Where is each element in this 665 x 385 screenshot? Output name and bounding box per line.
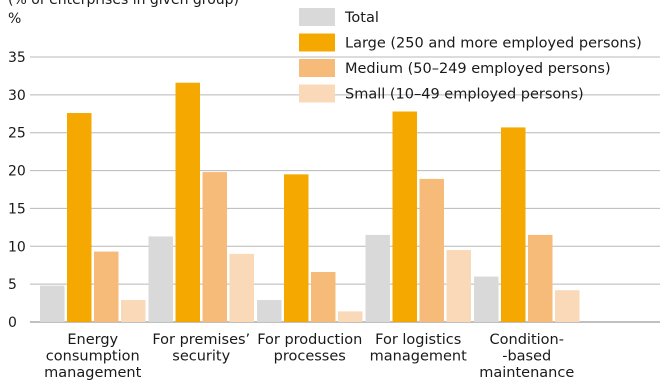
legend-swatch (299, 33, 335, 52)
x-category-label: For logistics (375, 332, 461, 348)
bar (148, 236, 173, 322)
y-tick-label: 15 (8, 201, 26, 217)
legend-swatch (299, 84, 335, 103)
legend: Total Large (250 and more employed person… (299, 8, 642, 103)
bar (365, 234, 390, 322)
legend-label: Small (10–49 employed persons) (345, 87, 584, 103)
legend-label: Total (344, 10, 379, 26)
y-tick-label: 10 (8, 239, 26, 255)
x-category-label: For premises’ (152, 332, 250, 348)
y-axis-unit-label: % (8, 11, 21, 27)
x-category-label: Energy (67, 332, 118, 348)
x-category-label: maintenance (479, 365, 574, 381)
y-tick-label: 30 (8, 88, 26, 104)
bar (202, 172, 227, 322)
x-category-label: consumption (46, 349, 140, 365)
y-tick-label: 5 (8, 277, 17, 293)
bar (501, 127, 526, 323)
y-tick-label: 20 (8, 164, 26, 180)
x-category-label: management (44, 365, 141, 381)
chart-title: (% of enterprises in given group) (8, 0, 239, 8)
y-tick-label: 25 (8, 126, 26, 142)
bar (419, 178, 444, 322)
bar (94, 251, 119, 322)
bars-layer (40, 82, 580, 323)
x-category-label: -based (502, 349, 551, 365)
bar (67, 113, 92, 323)
x-category-label: For production (257, 332, 362, 348)
bar (175, 82, 200, 322)
y-axis-ticks: 0 5 10 15 20 25 30 35 (8, 50, 26, 331)
bar (40, 285, 65, 322)
x-category-label: Condition- (490, 332, 564, 348)
bar (338, 311, 363, 322)
bar (229, 253, 254, 322)
bar (528, 234, 553, 322)
legend-label: Medium (50–249 employed persons) (345, 61, 611, 77)
bar (311, 272, 336, 322)
legend-swatch (299, 59, 335, 77)
legend-swatch (299, 8, 335, 26)
bar (257, 300, 282, 322)
bar (555, 290, 580, 322)
bar (284, 174, 309, 322)
y-tick-label: 35 (8, 50, 26, 66)
bar (474, 276, 499, 322)
x-category-label: management (370, 349, 467, 365)
legend-label: Large (250 and more employed persons) (345, 36, 642, 52)
bar (446, 250, 471, 322)
bar (392, 111, 417, 322)
x-category-label: security (172, 349, 230, 365)
y-tick-label: 0 (8, 315, 17, 331)
x-category-label: processes (274, 349, 346, 365)
bar (121, 300, 146, 322)
